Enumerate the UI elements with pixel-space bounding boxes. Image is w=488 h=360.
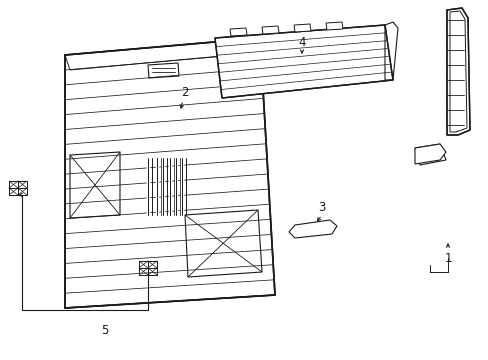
Polygon shape (414, 144, 445, 164)
Polygon shape (262, 26, 279, 34)
Polygon shape (65, 38, 274, 308)
Text: 5: 5 (101, 324, 108, 337)
Polygon shape (293, 24, 310, 32)
Polygon shape (229, 28, 246, 36)
Polygon shape (414, 144, 445, 165)
Polygon shape (325, 22, 342, 30)
Text: 1: 1 (443, 252, 451, 265)
Text: 3: 3 (318, 202, 325, 215)
Polygon shape (446, 8, 469, 135)
Polygon shape (215, 25, 392, 98)
Text: 4: 4 (298, 36, 305, 49)
Text: 2: 2 (181, 85, 188, 99)
Polygon shape (288, 220, 336, 238)
